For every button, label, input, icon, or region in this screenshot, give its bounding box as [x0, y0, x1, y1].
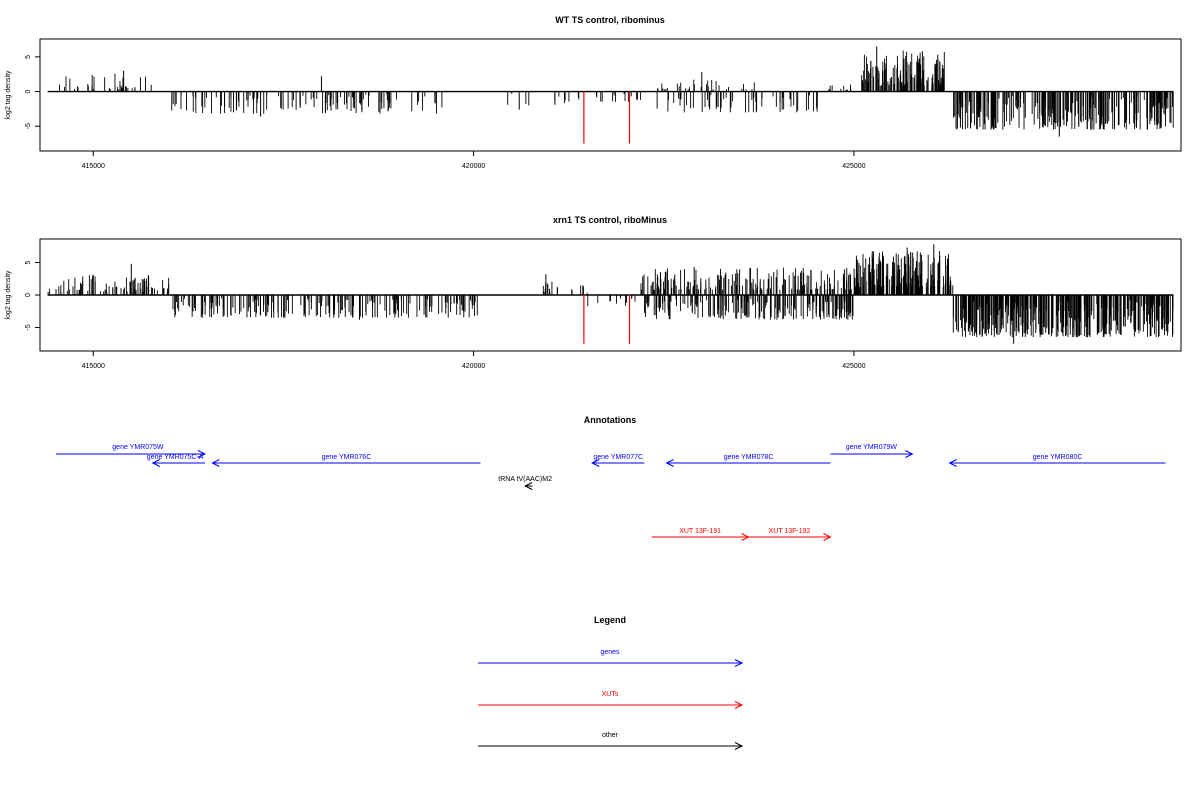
xrn1-y-tick-label: 0 [25, 293, 32, 297]
annotation-arrowhead-icon [197, 450, 207, 458]
annotation-label: gene YMR080C [1033, 454, 1083, 461]
annotation-arrowhead-icon [151, 459, 161, 467]
wt-x-tick-label: 415000 [82, 163, 105, 170]
annotation-feature: gene YMR075W [56, 444, 207, 458]
xrn1-axes: 415000 420000 425000 -5 0 5 [25, 260, 866, 370]
wt-y-tick-label: 0 [25, 89, 32, 93]
annotation-arrowhead-icon [905, 450, 914, 458]
xrn1-x-tick-label: 425000 [842, 363, 865, 370]
annotation-feature: XUT 13F-191 [651, 528, 750, 541]
annotation-feature: XUT 13F-192 [748, 528, 832, 541]
annotation-label: XUT 13F-192 [769, 528, 811, 535]
annotation-arrowhead-icon [524, 482, 533, 490]
wt-density-panel: WT TS control, ribominus log2 tag densit… [5, 15, 1182, 170]
wt-x-tick-label: 425000 [842, 163, 865, 170]
annotation-feature: tRNA tV(AAC)M2 [498, 476, 552, 490]
xrn1-density-panel: xrn1 TS control, riboMinus log2 tag dens… [5, 215, 1182, 370]
legend-arrowhead-icon [734, 701, 744, 709]
annotations-title: Annotations [584, 415, 637, 425]
annotation-arrowhead-icon [211, 459, 220, 467]
wt-x-tick-label: 420000 [462, 163, 485, 170]
annotation-label: tRNA tV(AAC)M2 [498, 476, 552, 483]
annotation-arrowhead-icon [591, 459, 600, 467]
legend-entry: other [478, 732, 744, 750]
annotation-label: XUT 13F-191 [679, 528, 721, 535]
annotation-label: gene YMR079W [846, 444, 898, 451]
annotation-feature: gene YMR076C [211, 454, 481, 467]
wt-y-tick-label: 5 [25, 55, 32, 59]
wt-density-bars [47, 46, 1174, 144]
wt-y-tick-label: -5 [25, 123, 32, 129]
legend-label: genes [600, 649, 620, 656]
legend-entry: genes [478, 649, 744, 667]
annotation-arrowhead-icon [823, 533, 832, 541]
annotation-label: gene YMR077C [593, 454, 643, 461]
annotation-tracks: gene YMR075W gene YMR075C-A gene YMR076C ge… [56, 444, 1166, 541]
xrn1-x-tick-label: 415000 [82, 363, 105, 370]
annotation-feature: gene YMR080C [948, 454, 1166, 467]
wt-y-axis-label: log2 tag density [5, 70, 12, 120]
annotation-feature: gene YMR078C [665, 454, 831, 467]
legend-title: Legend [594, 615, 626, 625]
xrn1-density-bars [47, 244, 1174, 344]
xrn1-y-tick-label: 5 [25, 260, 32, 264]
annotation-arrowhead-icon [665, 459, 674, 467]
annotation-arrowhead-icon [948, 459, 957, 467]
annotation-feature: gene YMR079W [830, 444, 914, 458]
annotation-label: gene YMR075W [112, 444, 164, 451]
legend-entry: XUTs [478, 691, 744, 709]
annotation-label: gene YMR078C [724, 454, 774, 461]
legend-items: genes XUTs other [478, 649, 744, 750]
legend-panel: Legend genes XUTs other [478, 615, 744, 750]
legend-label: other [602, 732, 619, 739]
annotation-feature: gene YMR075C-A [147, 454, 205, 467]
annotation-label: gene YMR076C [322, 454, 372, 461]
legend-arrowhead-icon [734, 742, 744, 750]
xrn1-y-tick-label: -5 [25, 324, 32, 330]
annotation-feature: gene YMR077C [591, 454, 645, 467]
legend-label: XUTs [602, 691, 619, 698]
xrn1-panel-title: xrn1 TS control, riboMinus [553, 215, 667, 225]
xrn1-y-axis-label: log2 tag density [5, 270, 12, 320]
legend-arrowhead-icon [734, 659, 744, 667]
wt-plot-frame [39, 38, 1182, 152]
annotation-label: gene YMR075C-A [147, 454, 204, 461]
wt-axes: 415000 420000 425000 -5 0 5 [25, 55, 866, 170]
xrn1-x-tick-label: 420000 [462, 363, 485, 370]
wt-panel-title: WT TS control, ribominus [555, 15, 665, 25]
